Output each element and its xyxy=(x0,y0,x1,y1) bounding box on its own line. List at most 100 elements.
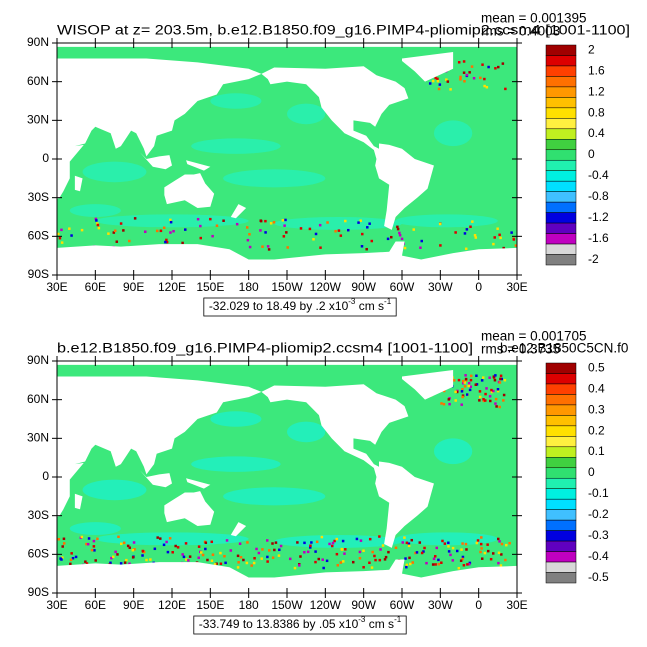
noise-cell xyxy=(487,65,490,69)
noise-cell xyxy=(445,78,448,81)
info-box xyxy=(203,297,397,317)
noise-cell xyxy=(70,552,73,555)
noise-cell xyxy=(97,226,101,230)
ocean-band xyxy=(287,421,326,443)
noise-cell xyxy=(502,246,505,250)
colorbar-box xyxy=(545,509,577,521)
map-area xyxy=(57,43,517,275)
noise-cell xyxy=(142,550,146,554)
colorbar-box xyxy=(545,457,577,469)
colorbar-box xyxy=(545,373,577,385)
noise-cell xyxy=(331,541,335,545)
y-tick-label: 30N xyxy=(27,431,49,445)
noise-cell xyxy=(503,378,507,382)
noise-cell xyxy=(211,553,215,556)
noise-cell xyxy=(109,561,112,565)
noise-cell xyxy=(461,394,465,397)
noise-cell xyxy=(405,565,408,569)
colorbar-label: 0.4 xyxy=(588,126,605,140)
noise-cell xyxy=(483,77,486,81)
map-title: b.e12.B1850.f09_g16.PIMP4-pliomip2.ccsm4… xyxy=(57,341,473,356)
noise-cell xyxy=(96,222,99,225)
noise-cell xyxy=(335,537,338,541)
noise-cell xyxy=(412,228,416,231)
noise-cell xyxy=(465,228,469,231)
rms-label: rms = 0.3735 xyxy=(481,342,560,357)
noise-cell xyxy=(454,399,457,402)
noise-cell xyxy=(490,390,494,394)
noise-cell xyxy=(467,381,471,385)
noise-cell xyxy=(373,554,376,558)
noise-cell xyxy=(461,387,464,391)
noise-cell xyxy=(133,548,136,551)
colorbar-box xyxy=(545,540,577,552)
noise-cell xyxy=(255,547,258,551)
ocean-band xyxy=(69,522,121,535)
info-part: -33.749 to 13.8386 by .05 x10 xyxy=(199,617,359,631)
noise-cell xyxy=(199,551,203,554)
land xyxy=(186,160,211,171)
noise-cell xyxy=(454,231,457,234)
noise-cell xyxy=(260,557,263,560)
noise-cell xyxy=(498,233,501,237)
noise-cell xyxy=(199,224,202,228)
colorbar-box xyxy=(545,107,577,119)
noise-cell xyxy=(110,556,113,560)
x-tick-label: 120W xyxy=(310,280,342,294)
noise-cell xyxy=(370,566,374,569)
noise-cell xyxy=(213,563,217,566)
noise-cell xyxy=(368,561,371,565)
noise-cell xyxy=(314,232,318,236)
land xyxy=(57,559,517,593)
noise-cell xyxy=(210,559,214,563)
noise-cell xyxy=(80,535,84,539)
noise-cell xyxy=(315,540,319,544)
x-tick-label: 180 xyxy=(239,280,259,294)
noise-cell xyxy=(144,230,147,234)
noise-cell xyxy=(502,399,505,402)
x-tick-label: 30W xyxy=(428,280,453,294)
noise-cell xyxy=(57,232,60,236)
noise-cell xyxy=(206,558,209,562)
noise-cell xyxy=(57,537,61,541)
land xyxy=(230,204,247,219)
noise-cell xyxy=(512,238,516,241)
noise-cell xyxy=(504,87,507,91)
noise-cell xyxy=(62,537,66,541)
noise-cell xyxy=(176,546,180,549)
land xyxy=(74,493,83,510)
noise-cell xyxy=(235,222,239,226)
noise-cell xyxy=(215,562,218,565)
noise-cell xyxy=(479,542,483,546)
ocean-band xyxy=(223,487,326,506)
noise-cell xyxy=(185,558,188,561)
noise-cell xyxy=(309,544,312,547)
info-part: -3 xyxy=(358,615,366,624)
colorbar-box xyxy=(545,139,577,151)
ocean-band xyxy=(395,214,498,228)
noise-cell xyxy=(162,543,166,547)
noise-cell xyxy=(261,245,264,248)
noise-cell xyxy=(489,399,492,403)
noise-cell xyxy=(455,549,459,553)
noise-cell xyxy=(60,228,63,232)
colorbar-box xyxy=(545,498,577,510)
noise-cell xyxy=(112,231,116,234)
land xyxy=(164,491,215,526)
noise-cell xyxy=(308,227,312,231)
noise-cell xyxy=(466,563,469,566)
noise-cell xyxy=(464,379,468,382)
noise-cell xyxy=(184,228,187,231)
noise-cell xyxy=(403,536,406,539)
colorbar-label: 0.2 xyxy=(588,423,605,437)
noise-cell xyxy=(474,236,478,239)
noise-cell xyxy=(90,548,94,552)
noise-cell xyxy=(123,561,127,564)
noise-cell xyxy=(320,535,324,539)
noise-cell xyxy=(69,558,73,562)
colorbar-label: -1.6 xyxy=(588,231,609,245)
noise-cell xyxy=(238,542,242,545)
noise-cell xyxy=(248,233,251,236)
noise-cell xyxy=(182,555,186,559)
noise-cell xyxy=(117,535,120,539)
